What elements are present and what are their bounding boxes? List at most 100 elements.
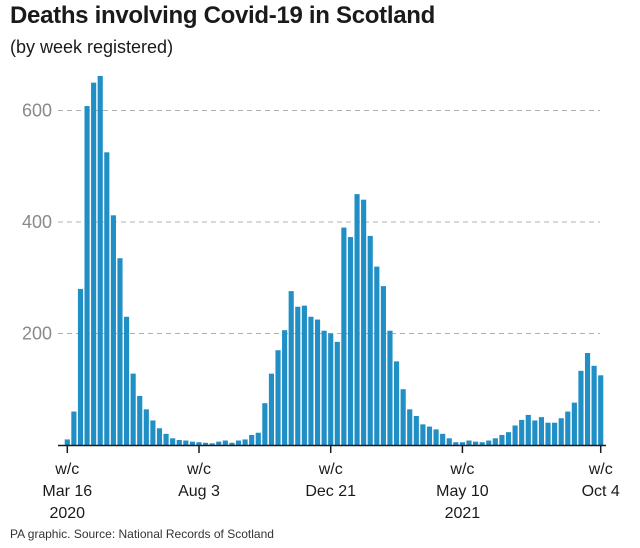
bar (558, 418, 564, 445)
bar (519, 419, 525, 445)
bar (387, 330, 393, 445)
bar (341, 227, 347, 445)
bar (367, 235, 373, 445)
bar (473, 441, 479, 445)
bar (532, 420, 538, 445)
bar (163, 433, 169, 445)
bar (459, 442, 465, 445)
bar (170, 438, 176, 445)
bar (84, 106, 90, 445)
bar (203, 442, 209, 445)
bar (130, 373, 136, 445)
bar (77, 288, 84, 445)
bar (314, 319, 321, 445)
bar (222, 440, 228, 445)
bar (288, 291, 294, 445)
bar (565, 411, 571, 445)
bar (393, 361, 400, 446)
bar (268, 373, 275, 445)
bar (400, 389, 406, 445)
x-tick-label: w/c (449, 461, 474, 478)
bar (110, 215, 116, 445)
x-tick-labels: w/c Mar 16 2020 w/c Aug 3 w/c Dec 21 w/c May 10 2… (42, 461, 620, 522)
bar (479, 442, 485, 445)
x-tick-label: w/c (54, 461, 79, 478)
bar (492, 438, 498, 445)
bar (64, 439, 70, 446)
bar (578, 370, 584, 445)
bar (374, 266, 380, 445)
x-tick-label: May 10 (436, 483, 489, 500)
bar (123, 316, 130, 445)
bar (552, 422, 558, 445)
bar (242, 439, 248, 446)
bar (255, 432, 261, 446)
bar (571, 402, 577, 445)
bar (229, 442, 235, 445)
bar (413, 416, 419, 445)
bar (295, 306, 301, 445)
bar (433, 429, 439, 445)
bar (176, 439, 182, 445)
bar (545, 422, 551, 445)
bar (71, 411, 77, 445)
bar (440, 433, 446, 445)
bar (91, 82, 97, 446)
bar (235, 440, 242, 445)
bar (301, 305, 307, 446)
gridlines (58, 110, 600, 334)
bar (505, 432, 512, 445)
bar (347, 237, 354, 445)
bar (584, 353, 591, 445)
bar (156, 428, 163, 445)
bar (512, 425, 518, 445)
chart-title: Deaths involving Covid-19 in Scotland (10, 2, 435, 29)
bars (64, 75, 604, 446)
y-tick-label: 400 (22, 212, 52, 232)
bar (591, 365, 597, 445)
bar (189, 441, 195, 445)
bar (308, 316, 314, 445)
x-tick-label: w/c (186, 461, 211, 478)
bar (453, 442, 459, 445)
bar (97, 75, 103, 445)
bar (321, 330, 327, 445)
bar (538, 417, 545, 446)
bar (334, 341, 340, 445)
bar (262, 403, 268, 445)
bar (499, 434, 505, 445)
bar (426, 426, 433, 445)
bar (143, 409, 149, 445)
source-note: PA graphic. Source: National Records of … (10, 527, 274, 541)
bar (117, 258, 123, 445)
x-tick-label: w/c (588, 461, 613, 478)
y-tick-label: 200 (22, 324, 52, 344)
bar (209, 443, 215, 445)
bar (275, 350, 281, 446)
y-tick-label: 600 (22, 101, 52, 121)
bar (216, 441, 222, 445)
bar (104, 152, 110, 445)
chart-subtitle: (by week registered) (10, 37, 174, 57)
bar (380, 286, 386, 445)
bar (420, 424, 426, 445)
bar (446, 438, 452, 445)
x-tick-label: w/c (318, 461, 343, 478)
bar (354, 194, 360, 446)
bar (249, 434, 255, 445)
x-tick-label: Aug 3 (178, 483, 220, 500)
x-tick-label: Oct 4 (582, 483, 620, 500)
bar (328, 333, 334, 445)
bar (486, 440, 492, 445)
x-tick-label: 2021 (445, 505, 481, 522)
x-tick-label: Dec 21 (305, 483, 356, 500)
bar (466, 440, 472, 445)
bar (407, 409, 413, 445)
bar (361, 199, 367, 445)
y-tick-labels: 200 400 600 (22, 101, 52, 344)
bar (598, 375, 604, 445)
bar (525, 414, 531, 445)
bar (282, 330, 288, 445)
x-tick-label: 2020 (49, 505, 85, 522)
